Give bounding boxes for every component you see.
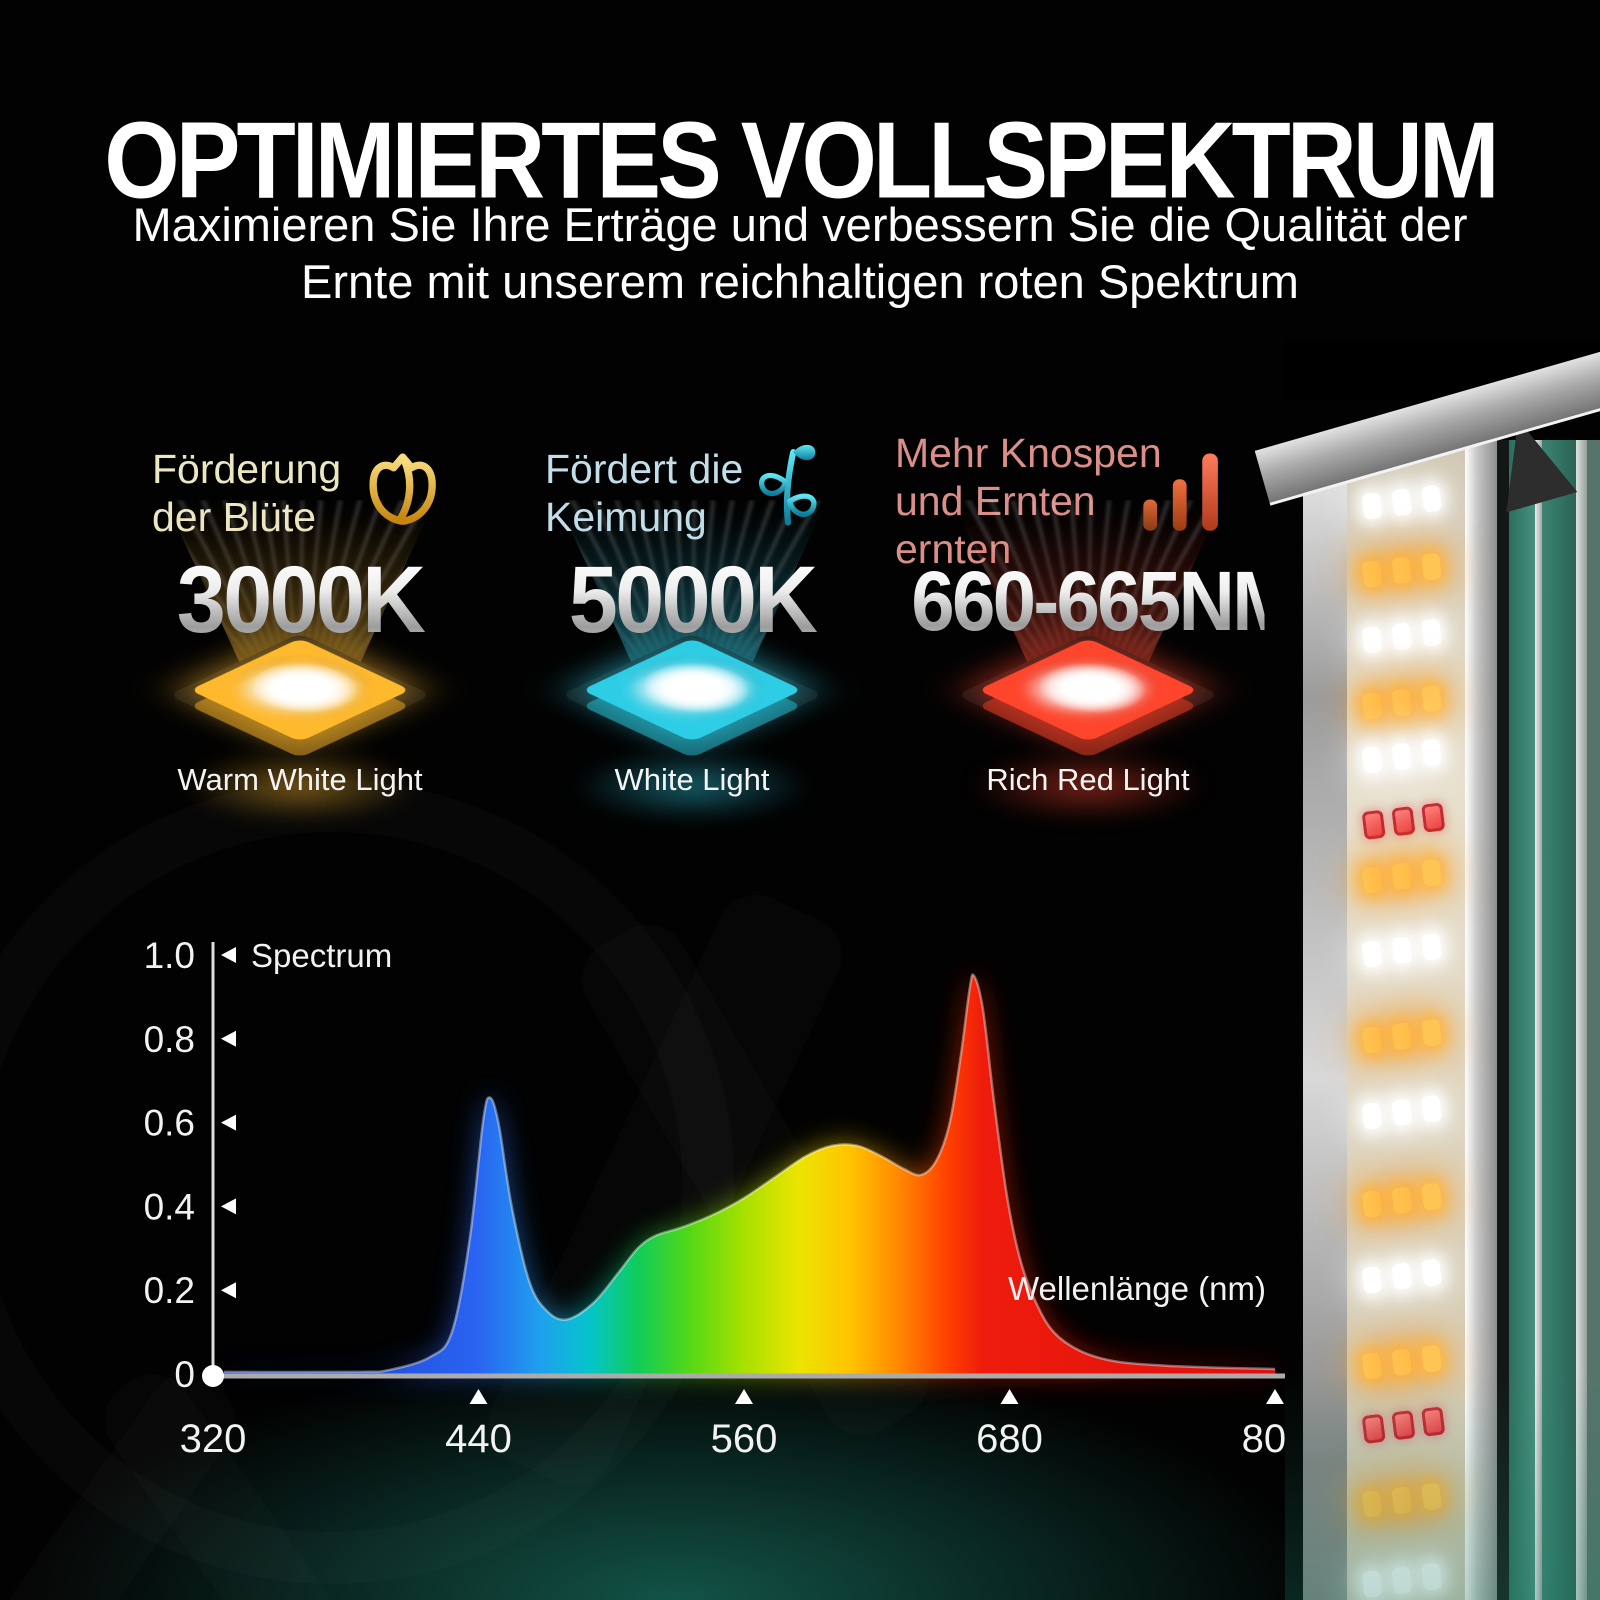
y-tick-marker [221,1030,236,1047]
white-led [1391,936,1413,965]
y-tick-label: 1.0 [144,935,195,976]
amber-led [1361,1190,1383,1219]
white-led [1391,742,1413,771]
amber-led [1361,560,1383,589]
chip-label: Rich Red Light [986,762,1190,797]
led-row-amber [1361,550,1465,592]
red-led [1391,805,1416,837]
white-led [1391,622,1413,651]
led-row-white [1361,482,1465,524]
amber-led [1391,1022,1413,1051]
led-row-white [1361,1092,1465,1134]
silver-line [1576,440,1587,1600]
led-chip-warm [140,572,460,832]
heading-line: Fördert die [545,446,744,492]
white-led [1421,1258,1443,1287]
page-title: OPTIMIERTES VOLLSPEKTRUM [104,99,1499,222]
heading-line: Förderung [152,446,342,492]
red-led [1361,809,1386,840]
amber-led [1421,858,1443,887]
amber-led [1421,1344,1443,1373]
led-chip-red [928,572,1248,832]
floor-teal-glow [0,1300,1440,1600]
led-row-amber [1361,856,1465,898]
led-row-amber [1361,1180,1465,1222]
y-tick-label: 0.8 [144,1019,195,1060]
amber-led [1361,1026,1383,1055]
subtitle-line: Ernte mit unserem reichhaltigen roten Sp… [301,255,1299,309]
teal-panel [1542,440,1576,1600]
rising-bars-icon [1143,453,1218,531]
y-tick-marker [221,1282,236,1299]
white-led [1361,1266,1383,1295]
amber-led [1421,1182,1443,1211]
page-subtitle: Maximieren Sie Ihre Erträge und verbesse… [0,196,1600,311]
chip-hotspot [1021,662,1155,716]
amber-led [1361,692,1383,721]
amber-led [1391,862,1413,891]
chart-title: Spectrum [251,937,392,974]
white-led [1421,932,1443,961]
bar-metal-edge [1303,440,1347,1600]
white-led [1361,626,1383,655]
white-led [1421,738,1443,767]
y-tick-marker [221,1198,236,1215]
amber-led [1421,552,1443,581]
panel-teal-glow [1285,1370,1600,1600]
amber-led [1391,1186,1413,1215]
led-chip-white [532,572,852,832]
y-tick-label: 0.6 [144,1103,195,1144]
sprout-icon [758,444,817,526]
amber-led [1391,556,1413,585]
led-row-white [1361,1256,1465,1298]
chip-label: Warm White Light [177,762,423,797]
teal-panel [1509,440,1535,1600]
y-tick-marker [221,1114,236,1131]
y-tick-label: 0.4 [144,1186,195,1227]
feature-value: 660-665NM [911,554,1297,648]
led-row-white [1361,736,1465,778]
white-led [1361,940,1383,969]
white-led [1421,618,1443,647]
white-led [1391,1098,1413,1127]
led-bar-photo [1254,340,1600,1600]
white-led [1421,484,1443,513]
chip-label: White Light [614,762,770,797]
silver-line [1535,440,1542,1600]
led-row-white [1361,616,1465,658]
tulip-icon [369,453,436,525]
bar-metal-highlight [1465,440,1497,1600]
white-led [1391,1262,1413,1291]
led-row-amber [1361,682,1465,724]
white-led [1361,1102,1383,1131]
feature-value: 3000K [142,546,458,655]
amber-led [1421,684,1443,713]
led-row-white [1361,930,1465,972]
feature-value: 5000K [534,546,850,655]
bar-gap [1497,440,1509,1600]
white-led [1421,1094,1443,1123]
red-led [1421,802,1446,833]
led-row-amber [1361,1016,1465,1058]
led-row-red [1361,800,1465,842]
y-tick-marker [221,947,236,963]
teal-panel [1587,440,1600,1600]
subtitle-line: Maximieren Sie Ihre Erträge und verbesse… [132,198,1468,251]
white-led [1361,746,1383,775]
amber-led [1391,688,1413,717]
amber-led [1361,866,1383,895]
chip-hotspot [233,662,367,716]
white-led [1391,488,1413,517]
white-led [1361,492,1383,521]
heading-line: Mehr Knospen [895,430,1162,476]
amber-led [1421,1018,1443,1047]
chip-hotspot [625,662,759,716]
